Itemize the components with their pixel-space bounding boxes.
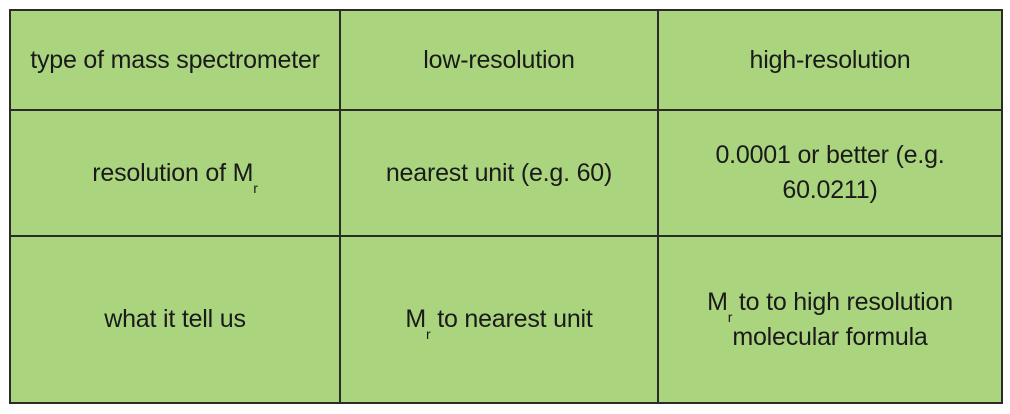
cell-resolution-label: resolution of Mr	[9, 109, 341, 237]
low-mr-text: M	[405, 305, 426, 333]
cell-high-resolution-header: high-resolution	[657, 9, 1003, 111]
cell-low-resolution-tells: Mr to nearest unit	[339, 235, 659, 404]
table-wrapper: type of mass spectrometer low-resolution…	[9, 9, 1003, 404]
low-mr-subscript: r	[425, 326, 431, 342]
cell-low-resolution-header: low-resolution	[339, 9, 659, 111]
mass-spectrometer-comparison-table: type of mass spectrometer low-resolution…	[9, 9, 1003, 404]
resolution-label-subscript: r	[253, 179, 258, 196]
high-mr-rest: to to high resolution	[732, 287, 953, 316]
high-mr-text: M	[707, 287, 728, 316]
table-row-resolution: resolution of Mr nearest unit (e.g. 60) …	[9, 109, 1003, 237]
cell-high-resolution-value: 0.0001 or better (e.g. 60.0211)	[657, 109, 1003, 237]
high-mr-subscript: r	[727, 308, 733, 325]
low-mr-rest: to nearest unit	[430, 305, 593, 333]
cell-what-it-tells-label: what it tell us	[9, 235, 341, 404]
cell-low-resolution-value: nearest unit (e.g. 60)	[339, 109, 659, 237]
table-row-header: type of mass spectrometer low-resolution…	[9, 9, 1003, 111]
high-molecular-formula: molecular formula	[732, 322, 928, 351]
cell-type-of-mass-spectrometer: type of mass spectrometer	[9, 9, 341, 111]
cell-high-resolution-tells: Mr to to high resolution molecular formul…	[657, 235, 1003, 404]
table-row-what-it-tells: what it tell us Mr to nearest unit Mr to…	[9, 235, 1003, 404]
resolution-label-text: resolution of M	[92, 158, 254, 187]
